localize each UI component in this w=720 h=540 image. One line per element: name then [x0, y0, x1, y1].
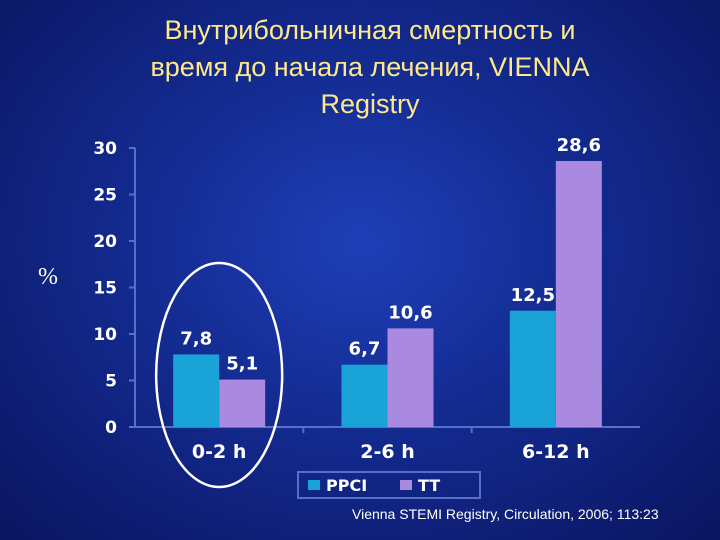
bar-ppci [509, 310, 556, 427]
slide-title-line-1: Внутрибольничная смертность и [164, 15, 576, 45]
data-label: 6,7 [349, 339, 381, 360]
y-tick-label: 10 [93, 325, 117, 345]
y-tick-label: 5 [105, 372, 117, 392]
highlight-ellipse [154, 261, 284, 489]
x-tick-label: 0-2 h [192, 441, 246, 463]
legend-label-tt: TT [418, 476, 440, 495]
slide-title-line-2: время до начала лечения, VIENNA [150, 52, 590, 82]
y-tick-label: 15 [93, 279, 117, 299]
x-tick-label: 2-6 h [360, 441, 414, 463]
y-tick-label: 25 [93, 186, 117, 206]
bar-ppci [173, 354, 220, 427]
bar-tt [387, 328, 434, 427]
y-axis-label: % [38, 264, 58, 290]
slide-title: Внутрибольничная смертность и время до н… [90, 12, 650, 123]
data-label: 28,6 [557, 135, 601, 156]
y-tick-label: 0 [105, 418, 117, 438]
y-tick-label: 20 [93, 232, 117, 252]
bar-ppci [341, 364, 388, 427]
legend-swatch-ppci [308, 480, 320, 490]
data-label: 12,5 [511, 285, 555, 306]
data-label: 10,6 [388, 302, 432, 323]
y-tick-label: 30 [93, 139, 117, 159]
bar-tt [555, 161, 602, 427]
legend-swatch-tt [400, 480, 412, 490]
x-tick-label: 6-12 h [522, 441, 590, 463]
legend-box [297, 471, 481, 499]
data-label: 7,8 [180, 328, 212, 349]
data-label: 5,1 [226, 354, 258, 375]
bar-tt [219, 379, 266, 427]
slide-title-line-3: Registry [320, 89, 420, 119]
citation: Vienna STEMI Registry, Circulation, 2006… [352, 506, 659, 522]
legend-label-ppci: PPCI [326, 476, 367, 495]
